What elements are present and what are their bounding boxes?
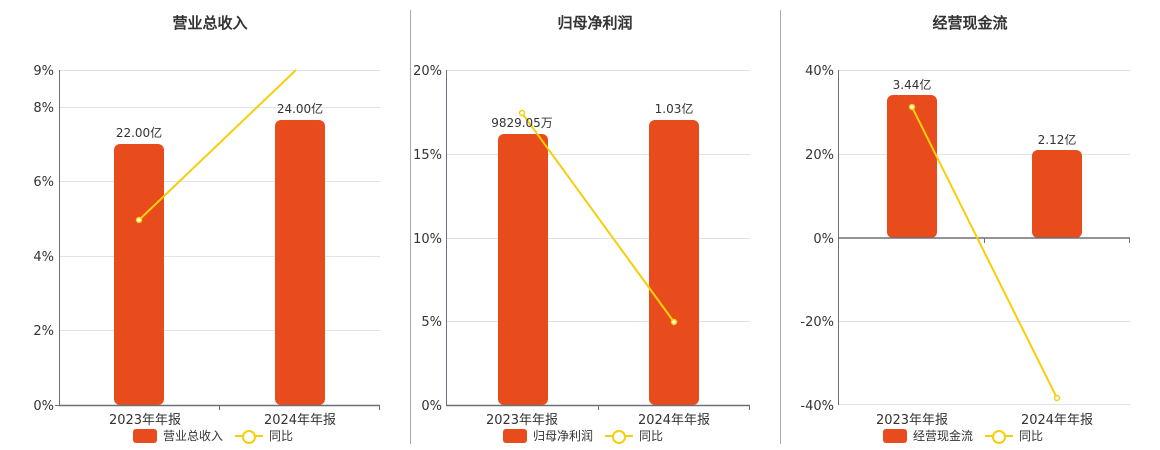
y-tick: 15% bbox=[413, 148, 442, 163]
legend-line-icon[interactable] bbox=[985, 429, 1014, 444]
bar-2024[interactable] bbox=[275, 120, 325, 405]
legend-bar-label[interactable]: 营业总收入 bbox=[163, 429, 224, 443]
legend-line-label[interactable]: 同比 bbox=[269, 429, 294, 443]
legend-line-icon[interactable] bbox=[235, 429, 264, 444]
y-tick: 20% bbox=[413, 64, 442, 79]
chart-title: 经营现金流 bbox=[932, 14, 1008, 32]
bar-2023[interactable] bbox=[114, 144, 164, 405]
legend-line-icon[interactable] bbox=[605, 429, 634, 444]
chart-panel-revenue: 营业总收入 0% 2% 4% 6% 8% 9% 22.00亿 24.00亿 bbox=[0, 0, 400, 450]
bar-label: 22.00亿 bbox=[116, 125, 162, 140]
bar-label: 24.00亿 bbox=[277, 101, 323, 116]
y-tick: 9% bbox=[33, 64, 54, 79]
chart-plot-revenue: 0% 2% 4% 6% 8% 9% 22.00亿 24.00亿 2023年年报 … bbox=[33, 64, 380, 428]
chart-panel-operating-cashflow: 经营现金流 -40% -20% 0% 20% 40% 3.44亿 2.12亿 2… bbox=[780, 0, 1160, 450]
legend-line-label[interactable]: 同比 bbox=[1019, 429, 1044, 443]
x-tick: 2024年年报 bbox=[1021, 413, 1093, 428]
x-tick: 2023年年报 bbox=[876, 413, 948, 428]
yoy-point-2024[interactable] bbox=[1053, 394, 1061, 402]
chart-plot-cashflow: -40% -20% 0% 20% 40% 3.44亿 2.12亿 2023年年报… bbox=[800, 64, 1130, 428]
bar-label: 1.03亿 bbox=[655, 101, 694, 116]
legend-bar-swatch[interactable] bbox=[883, 428, 907, 443]
y-tick: -20% bbox=[800, 315, 834, 330]
legend-bar-swatch[interactable] bbox=[503, 428, 527, 443]
grid-lines bbox=[60, 70, 380, 331]
y-tick: 10% bbox=[413, 232, 442, 247]
y-tick: -40% bbox=[800, 399, 834, 414]
chart-plot-net-profit: 0% 5% 10% 15% 20% 9829.05万 1.03亿 2023年年报… bbox=[413, 64, 750, 428]
chart-title: 归母净利润 bbox=[557, 14, 633, 32]
legend-bar-label[interactable]: 经营现金流 bbox=[913, 429, 974, 443]
bar-label: 9829.05万 bbox=[491, 116, 553, 130]
yoy-line bbox=[911, 106, 1058, 399]
x-tick: 2023年年报 bbox=[486, 413, 558, 428]
bar-2024[interactable] bbox=[1032, 150, 1082, 238]
legend: 经营现金流 同比 bbox=[883, 427, 1043, 444]
y-tick: 0% bbox=[421, 399, 442, 414]
y-tick: 5% bbox=[421, 315, 442, 330]
bar-2024[interactable] bbox=[649, 120, 699, 405]
yoy-point-2024[interactable] bbox=[670, 318, 678, 326]
legend-line-label[interactable]: 同比 bbox=[639, 429, 664, 443]
divider bbox=[780, 10, 781, 444]
legend-bar-swatch[interactable] bbox=[133, 428, 157, 443]
y-tick: 6% bbox=[33, 175, 54, 190]
bar-label: 3.44亿 bbox=[893, 77, 932, 92]
yoy-point-2023[interactable] bbox=[518, 109, 526, 117]
x-tick: 2024年年报 bbox=[264, 413, 336, 428]
x-tick: 2024年年报 bbox=[638, 413, 710, 428]
bar-label: 2.12亿 bbox=[1038, 132, 1077, 147]
yoy-line bbox=[138, 69, 297, 221]
y-tick: 40% bbox=[805, 64, 834, 79]
yoy-point-2023[interactable] bbox=[908, 103, 916, 111]
chart-panel-net-profit: 归母净利润 0% 5% 10% 15% 20% 9829.05万 1.03亿 2… bbox=[410, 0, 780, 450]
bar-2023[interactable] bbox=[498, 134, 548, 405]
grid-lines bbox=[447, 70, 750, 322]
y-tick: 2% bbox=[33, 324, 54, 339]
legend: 营业总收入 同比 bbox=[133, 427, 293, 444]
y-tick: 0% bbox=[813, 232, 834, 247]
bar-2023[interactable] bbox=[887, 95, 937, 238]
legend: 归母净利润 同比 bbox=[503, 427, 663, 444]
yoy-line bbox=[521, 112, 675, 323]
x-tick: 2023年年报 bbox=[109, 413, 181, 428]
divider bbox=[410, 10, 411, 444]
yoy-point-2023[interactable] bbox=[135, 216, 143, 224]
y-tick: 0% bbox=[33, 399, 54, 414]
y-tick: 8% bbox=[33, 101, 54, 116]
y-tick: 4% bbox=[33, 250, 54, 265]
legend-bar-label[interactable]: 归母净利润 bbox=[533, 429, 594, 443]
chart-title: 营业总收入 bbox=[172, 14, 248, 32]
y-tick: 20% bbox=[805, 148, 834, 163]
